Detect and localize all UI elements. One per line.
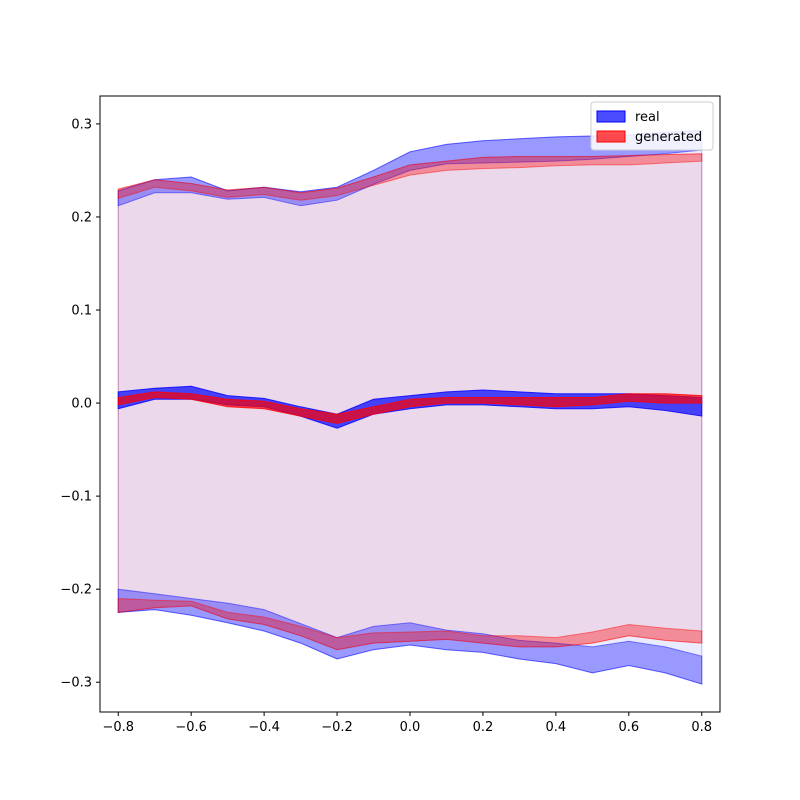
y-axis: −0.3 −0.2 −0.1 0.0 0.1 0.2 0.3 [60,117,100,691]
legend-label-real: real [635,110,660,125]
x-tick-label: −0.2 [321,720,353,735]
y-tick-label: −0.2 [60,583,92,598]
legend-swatch-generated [596,130,626,143]
legend-swatch-real [596,110,626,123]
x-tick-label: 0.8 [691,720,712,735]
y-tick-label: 0.3 [71,117,92,132]
legend-label-generated: generated [635,130,702,145]
generated-mean-band [117,391,703,425]
y-tick-label: −0.1 [60,490,92,505]
x-axis: −0.8 −0.6 −0.4 −0.2 0.0 0.2 0.4 0.6 0.8 [102,712,712,735]
y-tick-label: 0.2 [71,210,92,225]
axes-frame [99,95,721,713]
x-tick-label: 0.4 [546,720,567,735]
generated-lower-band [117,597,703,651]
plot-area [117,129,703,685]
x-tick-label: 0.2 [473,720,494,735]
x-tick-label: 0.0 [400,720,421,735]
y-tick-label: 0.1 [71,304,92,319]
x-tick-label: −0.6 [175,720,207,735]
x-tick-label: −0.4 [248,720,280,735]
y-tick-label: 0.0 [71,397,92,412]
x-tick-label: −0.8 [102,720,134,735]
x-tick-label: 0.6 [618,720,639,735]
legend: real generated [590,101,714,151]
real-lower-band [117,588,703,685]
y-tick-label: −0.3 [60,676,92,691]
generated-upper-band [117,153,703,201]
